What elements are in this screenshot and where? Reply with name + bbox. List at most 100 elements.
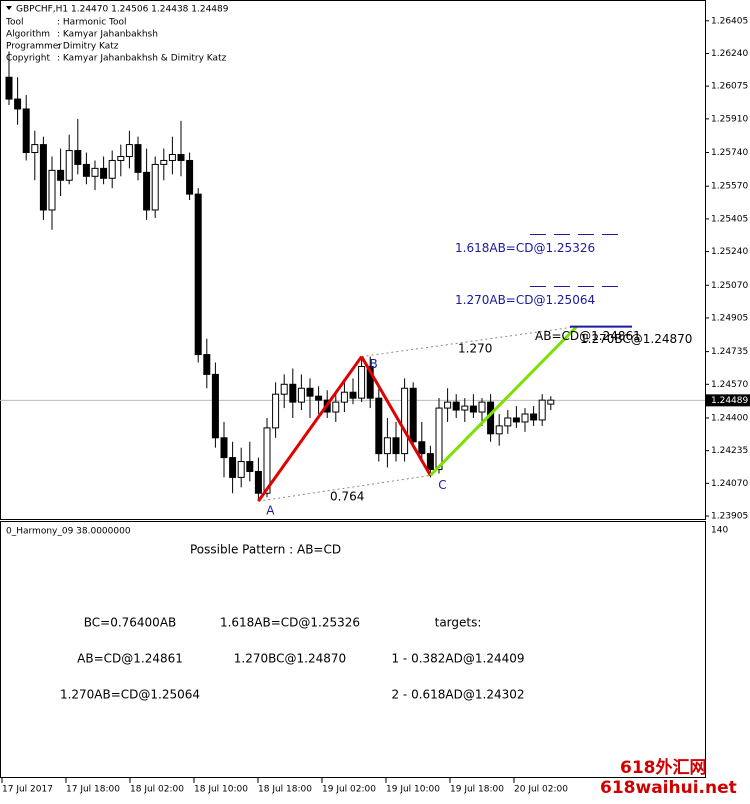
candle-body [39, 144, 47, 211]
x-tick-label: 18 Jul 10:00 [194, 785, 248, 795]
indicator-name: 0_Harmony_09 38.0000000 [6, 527, 131, 537]
ratio-label: 0.764 [330, 490, 364, 504]
watermark: 618外汇网 [620, 757, 707, 778]
candle-body [392, 437, 400, 455]
candle-body [74, 150, 82, 165]
pattern-point-label: A [266, 504, 275, 518]
candle-body [401, 387, 409, 455]
symbol-header: GBPCHF,H1 1.24470 1.24506 1.24438 1.2448… [16, 5, 229, 15]
y-tick-label: 1.26405 [711, 16, 748, 26]
indicator-scale: 140 [711, 526, 728, 536]
candle-body [375, 397, 383, 455]
candle-body [160, 159, 168, 165]
candle-body [57, 169, 65, 181]
candle-body [366, 365, 374, 399]
candle-body [469, 405, 477, 413]
candle-body [426, 453, 434, 470]
x-tick-label: 19 Jul 10:00 [386, 785, 440, 795]
level-label: 1.618AB=CD@1.25326 [455, 241, 595, 255]
candle-body [91, 167, 99, 177]
candle-body [203, 354, 211, 375]
candle-body [143, 171, 151, 211]
ratio-line [361, 326, 577, 358]
y-tick-label: 1.24400 [711, 413, 748, 423]
x-tick-label: 18 Jul 02:00 [130, 785, 184, 795]
candle-body [14, 98, 22, 110]
watermark: 618waihui.net [600, 778, 737, 798]
candle-body [108, 159, 116, 179]
candle-body [521, 413, 529, 423]
candle-body [315, 395, 323, 401]
info-key: Algorithm [6, 30, 50, 40]
x-tick-label: 17 Jul 2017 [2, 785, 53, 795]
candle-body [272, 393, 280, 429]
candle-body [186, 159, 194, 195]
indicator-text: 1.270BC@1.24870 [234, 652, 346, 666]
candle-body [538, 399, 546, 421]
current-price-box [706, 394, 750, 407]
candle-body [48, 169, 56, 211]
level-label: 1.270AB=CD@1.25064 [455, 293, 595, 307]
candle-body [530, 413, 538, 421]
candle-body [332, 401, 340, 413]
pattern-title: Possible Pattern : AB=CD [190, 543, 341, 557]
candle-body [512, 417, 520, 423]
info-key: Copyright [6, 54, 50, 64]
info-key: Tool [5, 18, 23, 28]
candle-body [177, 154, 185, 161]
candle-body [297, 387, 305, 403]
indicator-text: 1.618AB=CD@1.25326 [220, 616, 360, 630]
info-value: : Harmonic Tool [57, 18, 127, 28]
pattern-leg [429, 325, 578, 477]
candle-body [117, 155, 125, 161]
pattern-leg [360, 355, 432, 477]
candle-body [340, 391, 348, 403]
candle-body [478, 401, 486, 413]
x-tick-label: 18 Jul 18:00 [258, 785, 312, 795]
y-tick-label: 1.25570 [711, 182, 748, 192]
y-tick-label: 1.26075 [711, 82, 748, 92]
y-tick-label: 1.25240 [711, 247, 748, 257]
candle-body [461, 405, 469, 411]
candle-body [220, 437, 228, 459]
candle-body [65, 150, 73, 181]
y-tick-label: 1.24735 [711, 347, 748, 357]
candle-body [495, 425, 503, 435]
current-price-label: 1.24489 [711, 396, 748, 406]
candle-body [100, 167, 108, 179]
candle-body [31, 144, 39, 154]
y-tick-label: 1.24235 [711, 446, 748, 456]
level-label: AB=CD@1.24861 [535, 329, 641, 343]
candle-body [409, 387, 417, 443]
y-tick-label: 1.25405 [711, 214, 748, 224]
y-tick-label: 1.25910 [711, 114, 748, 124]
x-tick-label: 19 Jul 02:00 [322, 785, 376, 795]
ratio-label: 1.270 [458, 342, 492, 356]
candle-body [452, 401, 460, 411]
candle-body [229, 457, 237, 478]
candle-body [547, 399, 555, 405]
candle-body [504, 417, 512, 427]
candle-body [82, 163, 90, 177]
pattern-point-label: C [438, 478, 446, 492]
y-tick-label: 1.24570 [711, 380, 748, 390]
x-tick-label: 17 Jul 18:00 [66, 785, 120, 795]
candle-body [435, 407, 443, 470]
candle-body [418, 441, 426, 455]
candle-body [151, 163, 159, 211]
candle-body [289, 383, 297, 403]
indicator-text: 1 - 0.382AD@1.24409 [391, 652, 524, 666]
info-value: : Kamyar Jahanbakhsh [57, 30, 158, 40]
x-tick-label: 19 Jul 18:00 [450, 785, 504, 795]
y-tick-label: 1.25740 [711, 148, 748, 158]
candle-body [280, 383, 288, 395]
indicator-text: targets: [435, 616, 482, 630]
info-key: Programmer [6, 42, 62, 52]
candle-body [125, 144, 133, 157]
indicator-text: AB=CD@1.24861 [77, 652, 183, 666]
menu-arrow[interactable] [6, 6, 12, 10]
candle-body [358, 365, 366, 399]
candle-body [349, 391, 357, 399]
